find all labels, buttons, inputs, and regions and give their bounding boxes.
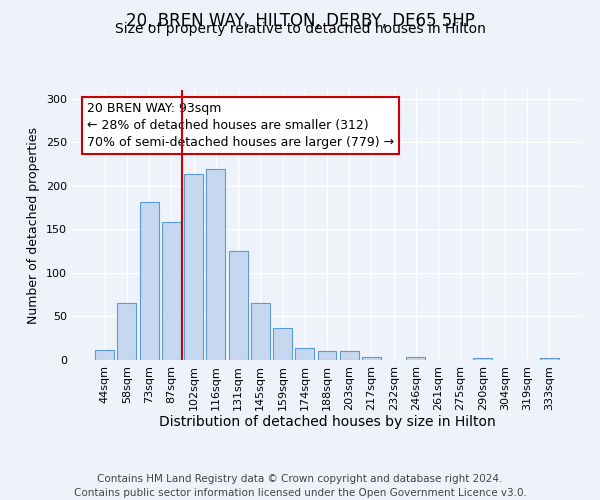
Text: Contains HM Land Registry data © Crown copyright and database right 2024.
Contai: Contains HM Land Registry data © Crown c… [74,474,526,498]
Bar [251,304,270,360]
Bar [206,170,225,360]
Text: 20, BREN WAY, HILTON, DERBY, DE65 5HP: 20, BREN WAY, HILTON, DERBY, DE65 5HP [125,12,475,30]
Bar [95,350,114,360]
Bar [295,348,314,360]
Text: Size of property relative to detached houses in Hilton: Size of property relative to detached ho… [115,22,485,36]
Bar [184,174,203,360]
Bar [473,358,492,360]
Bar [540,358,559,360]
Bar [118,304,136,360]
X-axis label: Distribution of detached houses by size in Hilton: Distribution of detached houses by size … [158,416,496,430]
Text: 20 BREN WAY: 93sqm
← 28% of detached houses are smaller (312)
70% of semi-detach: 20 BREN WAY: 93sqm ← 28% of detached hou… [88,102,394,149]
Bar [229,251,248,360]
Y-axis label: Number of detached properties: Number of detached properties [28,126,40,324]
Bar [273,328,292,360]
Bar [340,352,359,360]
Bar [140,202,158,360]
Bar [362,356,381,360]
Bar [406,358,425,360]
Bar [317,352,337,360]
Bar [162,222,181,360]
